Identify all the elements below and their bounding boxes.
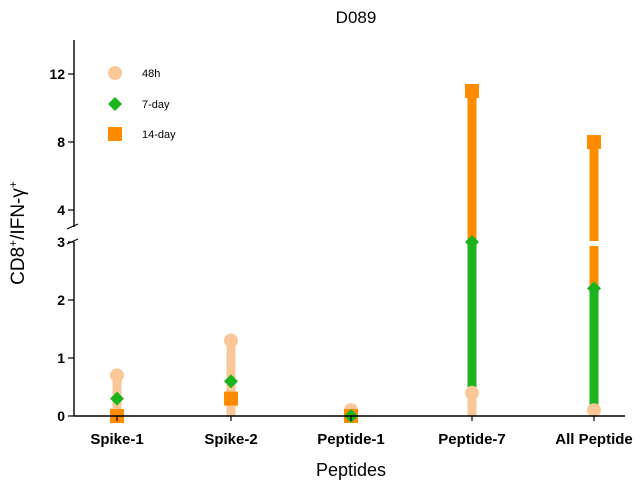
- legend-label: 14-day: [142, 129, 176, 141]
- legend-label: 48h: [142, 68, 160, 80]
- point-48h: [224, 333, 238, 348]
- legend-label: 7-day: [142, 99, 170, 111]
- y-tick-label: 2: [57, 292, 65, 308]
- point-14-day: [224, 391, 238, 406]
- y-tick-label: 4: [57, 202, 65, 218]
- legend-marker-7-day: [108, 97, 122, 111]
- x-tick-label: Peptide-7: [438, 431, 506, 448]
- y-tick-label: 3: [57, 234, 65, 250]
- point-7-day: [587, 281, 601, 296]
- point-7-day: [224, 374, 238, 389]
- point-7-day: [465, 235, 479, 249]
- point-48h: [587, 403, 601, 418]
- point-14-day: [465, 84, 479, 98]
- chart-title: D089: [336, 8, 377, 27]
- point-48h: [110, 368, 124, 383]
- y-axis-label: CD8+/IFN-γ+: [6, 181, 29, 285]
- x-tick-label: Peptide-1: [317, 431, 385, 448]
- y-tick-label: 0: [57, 408, 65, 424]
- legend: 48h 7-day 14-day: [108, 66, 176, 141]
- point-48h: [465, 385, 479, 400]
- range-bars: [112, 91, 599, 416]
- legend-marker-14-day: [108, 127, 122, 141]
- x-axis-label: Peptides: [316, 460, 386, 480]
- y-tick-label: 1: [57, 350, 65, 366]
- data-markers: [110, 84, 601, 423]
- axis-break-mark: [66, 223, 79, 230]
- point-14-day: [587, 135, 601, 149]
- point-7-day: [110, 391, 124, 406]
- x-tick-label: Spike-1: [90, 431, 143, 448]
- x-tick-label: All Peptide: [555, 431, 633, 448]
- x-tick-label: Spike-2: [204, 431, 257, 448]
- y-tick-label: 12: [49, 66, 65, 82]
- y-tick-label: 8: [57, 134, 65, 150]
- legend-marker-48h: [108, 66, 122, 80]
